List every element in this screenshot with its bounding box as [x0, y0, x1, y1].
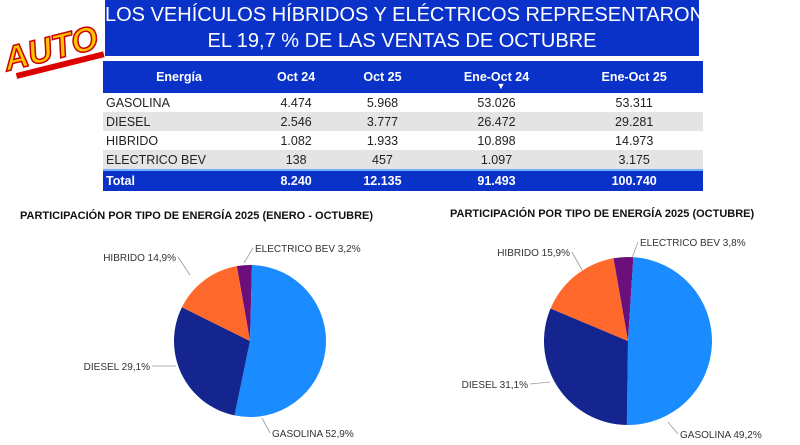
table-cell: 1.082 [280, 133, 312, 148]
table-row: ELECTRICO BEV 138 457 1.097 3.175 [103, 150, 703, 170]
leader-line [529, 381, 551, 385]
pie-1-label: DIESEL 29,1% [84, 362, 150, 373]
pie-1-label: ELECTRICO BEV 3,2% [255, 244, 361, 255]
pie-2-label: HIBRIDO 15,9% [497, 248, 570, 259]
header-oct25[interactable]: Oct 25 [337, 61, 428, 93]
table-cell: 138 [255, 150, 338, 170]
table-cell: 14.973 [615, 133, 654, 148]
table-cell: 3.777 [337, 112, 428, 131]
table-cell: 457 [337, 150, 428, 170]
pie-1-label: HIBRIDO 14,9% [103, 253, 176, 264]
total-cell: Total [103, 169, 255, 191]
table-cell: DIESEL [103, 112, 255, 131]
headline-line-2: EL 19,7 % DE LAS VENTAS DE OCTUBRE [207, 30, 597, 52]
table-cell: 53.026 [477, 95, 516, 110]
table-cell: 53.311 [615, 95, 653, 110]
pie-1-label: GASOLINA 52,9% [272, 429, 354, 440]
pie-2-slice [550, 258, 628, 341]
total-cell: 8.240 [255, 169, 338, 191]
pie-1-slice [181, 266, 250, 341]
table-cell: 10.898 [477, 133, 516, 148]
total-row: Total 8.240 12.135 91.493 100.740 [103, 169, 703, 191]
table-cell: 5.968 [366, 95, 399, 110]
leader-line [243, 247, 254, 264]
pie-1-slice [173, 307, 250, 416]
table-row: DIESEL 2.546 3.777 26.472 29.281 [103, 112, 703, 131]
headline-line-1: LOS VEHÍCULOS HÍBRIDOS Y ELÉCTRICOS REPR… [105, 4, 705, 26]
header-eneoct25[interactable]: Ene-Oct 25 [565, 61, 703, 93]
sales-table: Energía Oct 24 Oct 25 Ene-Oct 24 ▼ Ene-Oc… [103, 61, 703, 191]
pie-1-slice [234, 265, 326, 417]
table-cell: 1.097 [427, 150, 566, 170]
table-cell: 4.474 [280, 95, 312, 110]
pie-2-label: ELECTRICO BEV 3,8% [640, 238, 746, 249]
automagazine-logo: AUTO [0, 10, 105, 80]
table-row: HIBRIDO 1.082 1.933 10.898 14.973 [103, 131, 703, 150]
pie-2-label: DIESEL 31,1% [462, 380, 528, 391]
sort-desc-icon[interactable]: ▼ [496, 81, 506, 91]
table-row: GASOLINA 4.474 5.968 53.026 53.311 [103, 93, 703, 112]
headline: LOS VEHÍCULOS HÍBRIDOS Y ELÉCTRICOS REPR… [105, 0, 705, 56]
leader-line [571, 251, 583, 271]
chart-1-title: PARTICIPACIÓN POR TIPO DE ENERGÍA 2025 (… [20, 210, 374, 222]
pie-1-slice [236, 265, 253, 341]
header-oct24[interactable]: Oct 24 [255, 61, 338, 93]
pie-2-slice [613, 256, 634, 341]
table-cell: 29.281 [565, 112, 703, 131]
table-cell: 2.546 [255, 112, 338, 131]
header-eneoct24[interactable]: Ene-Oct 24 ▼ [427, 61, 566, 93]
table-cell: 26.472 [427, 112, 566, 131]
total-cell: 12.135 [337, 169, 428, 191]
pie-2-slice [626, 257, 713, 426]
pie-2-slice [543, 308, 628, 425]
header-eneoct24-label: Ene-Oct 24 [463, 70, 530, 84]
table-cell: ELECTRICO BEV [103, 150, 255, 170]
table-cell: HIBRIDO [106, 133, 159, 148]
leader-line [177, 256, 191, 276]
leader-line [631, 241, 639, 259]
table-cell: 1.933 [366, 133, 399, 148]
total-cell: 91.493 [427, 169, 566, 191]
pie-2-label: GASOLINA 49,2% [680, 430, 762, 441]
header-energia[interactable]: Energía [103, 61, 255, 93]
table-cell: GASOLINA [106, 95, 170, 110]
leader-line [667, 421, 679, 435]
table-cell: 3.175 [565, 150, 703, 170]
total-cell: 100.740 [565, 169, 703, 191]
leader-line [261, 417, 271, 434]
chart-2-title: PARTICIPACIÓN POR TIPO DE ENERGÍA 2025 (… [450, 208, 755, 220]
